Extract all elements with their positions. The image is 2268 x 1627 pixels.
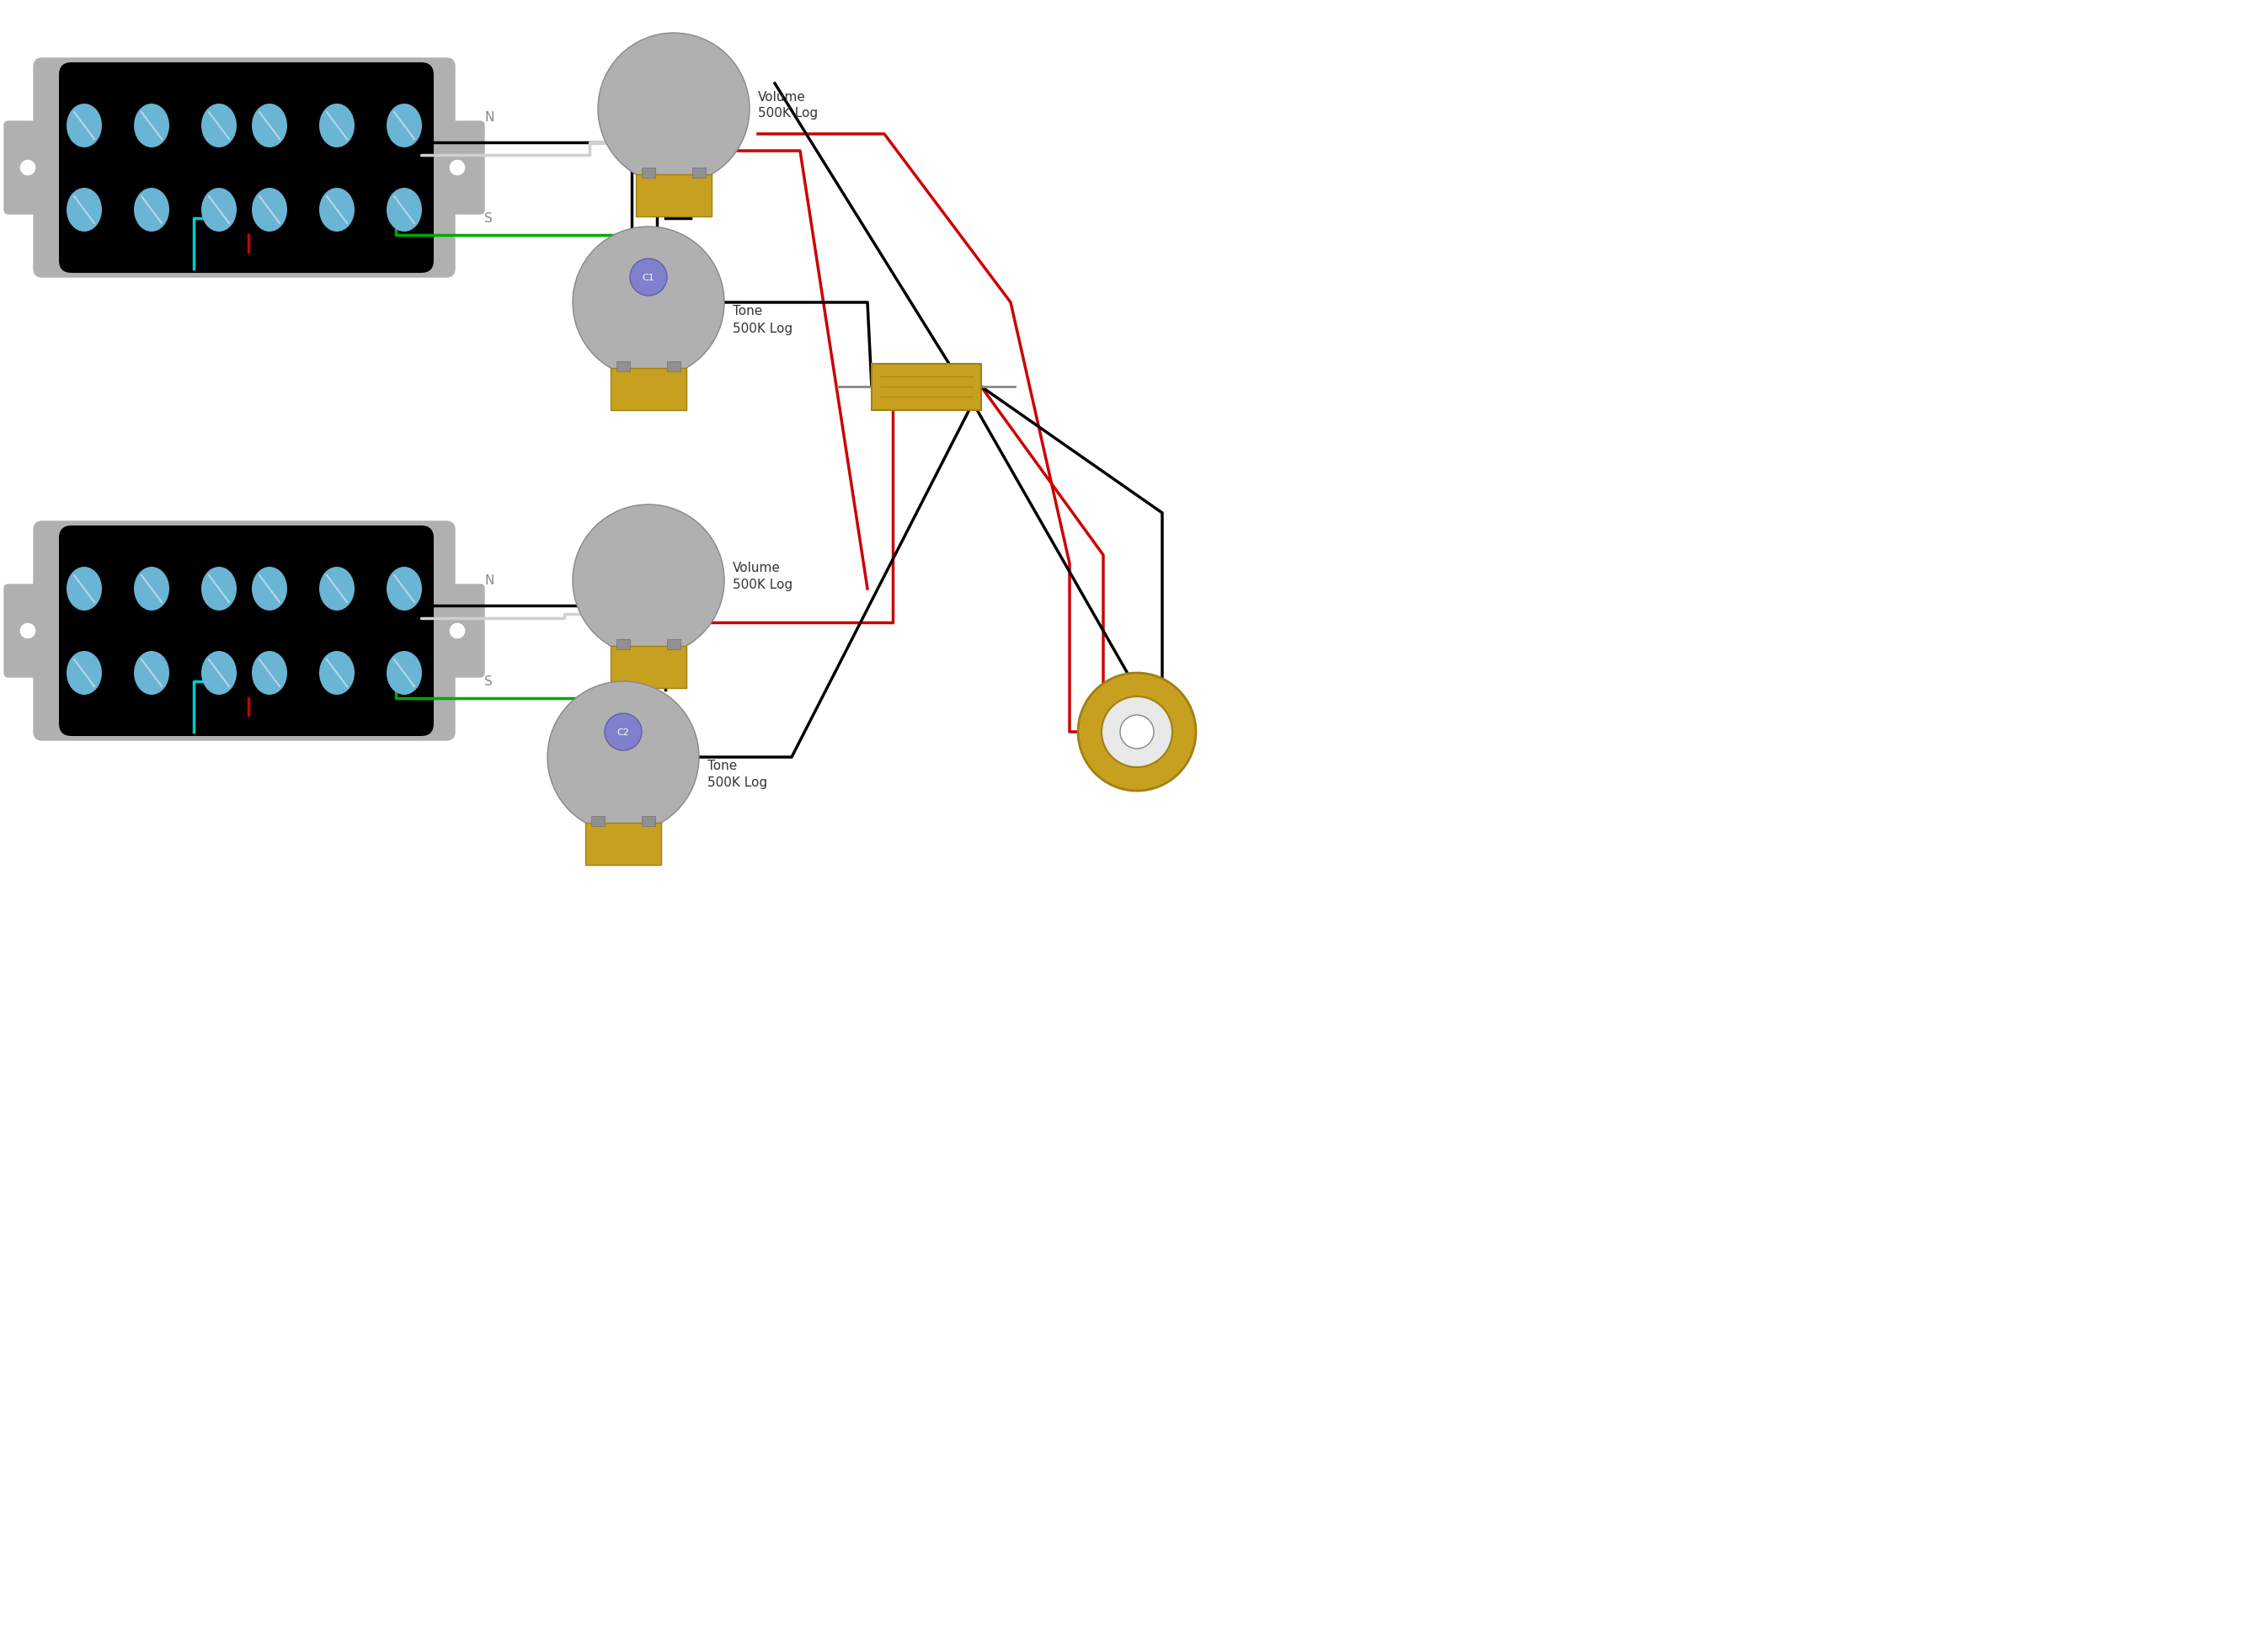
- Text: C1: C1: [642, 273, 655, 281]
- FancyBboxPatch shape: [433, 586, 485, 677]
- Text: N: N: [485, 574, 494, 587]
- Ellipse shape: [252, 104, 288, 148]
- Bar: [592, 817, 606, 827]
- Ellipse shape: [386, 104, 422, 148]
- Bar: [642, 168, 655, 179]
- Ellipse shape: [66, 104, 102, 148]
- Bar: [692, 168, 705, 179]
- FancyBboxPatch shape: [5, 122, 54, 215]
- Circle shape: [631, 259, 667, 296]
- Ellipse shape: [252, 189, 288, 233]
- Bar: [617, 361, 631, 373]
- Ellipse shape: [134, 568, 170, 612]
- FancyBboxPatch shape: [34, 59, 456, 278]
- Circle shape: [449, 623, 465, 639]
- Bar: [667, 361, 680, 373]
- Bar: [871, 364, 982, 410]
- Ellipse shape: [66, 568, 102, 612]
- Ellipse shape: [134, 104, 170, 148]
- Ellipse shape: [252, 568, 288, 612]
- Circle shape: [449, 159, 465, 177]
- Circle shape: [1077, 674, 1195, 791]
- Text: 500K Log: 500K Log: [758, 107, 819, 120]
- Ellipse shape: [66, 189, 102, 233]
- Circle shape: [1102, 696, 1173, 768]
- Ellipse shape: [320, 104, 354, 148]
- Ellipse shape: [386, 568, 422, 612]
- FancyBboxPatch shape: [34, 522, 456, 740]
- Text: Volume: Volume: [758, 91, 805, 103]
- Ellipse shape: [202, 568, 236, 612]
- FancyBboxPatch shape: [236, 63, 433, 273]
- Circle shape: [574, 504, 723, 657]
- Ellipse shape: [134, 189, 170, 233]
- Ellipse shape: [134, 651, 170, 695]
- Text: Tone: Tone: [708, 760, 737, 773]
- Text: N: N: [485, 112, 494, 124]
- Ellipse shape: [320, 651, 354, 695]
- FancyBboxPatch shape: [236, 526, 433, 737]
- Circle shape: [574, 228, 723, 379]
- Text: Tone: Tone: [733, 306, 762, 317]
- Bar: [642, 817, 655, 827]
- Text: 500K Log: 500K Log: [733, 322, 792, 335]
- Circle shape: [20, 623, 36, 639]
- Text: C2: C2: [617, 727, 631, 737]
- Ellipse shape: [320, 189, 354, 233]
- Circle shape: [606, 714, 642, 750]
- Bar: [610, 369, 687, 410]
- Ellipse shape: [386, 651, 422, 695]
- Bar: [610, 646, 687, 688]
- Text: 500K Log: 500K Log: [733, 579, 792, 591]
- Ellipse shape: [66, 651, 102, 695]
- Ellipse shape: [202, 651, 236, 695]
- Bar: [617, 639, 631, 649]
- FancyBboxPatch shape: [59, 63, 256, 273]
- FancyBboxPatch shape: [5, 586, 54, 677]
- Bar: [585, 823, 660, 866]
- Ellipse shape: [202, 104, 236, 148]
- Ellipse shape: [252, 651, 288, 695]
- Text: Volume: Volume: [733, 561, 780, 574]
- Circle shape: [20, 159, 36, 177]
- Circle shape: [599, 34, 748, 185]
- Ellipse shape: [320, 568, 354, 612]
- Text: 500K Log: 500K Log: [708, 776, 767, 789]
- Bar: [667, 639, 680, 649]
- Circle shape: [547, 682, 699, 833]
- Text: S: S: [485, 675, 492, 688]
- FancyBboxPatch shape: [59, 526, 256, 737]
- FancyBboxPatch shape: [433, 122, 485, 215]
- Ellipse shape: [386, 189, 422, 233]
- Ellipse shape: [202, 189, 236, 233]
- Circle shape: [1120, 716, 1154, 748]
- Text: S: S: [485, 213, 492, 225]
- Bar: [635, 176, 712, 216]
